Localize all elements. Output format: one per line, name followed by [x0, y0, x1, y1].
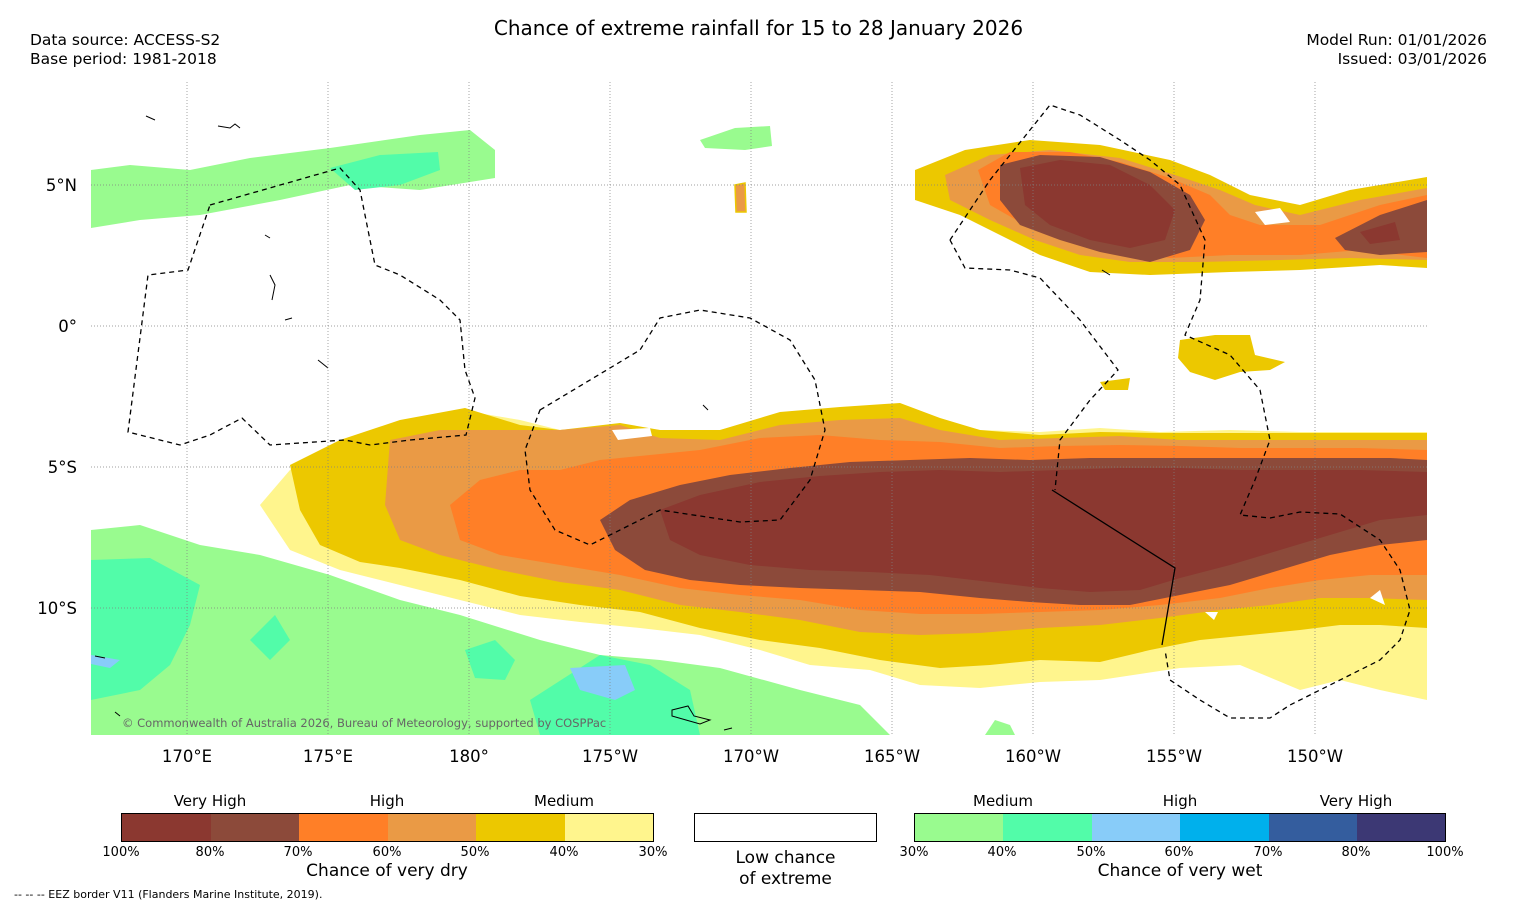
dry-tick: 100% — [102, 845, 140, 860]
wet-category-medium: Medium — [973, 792, 1033, 810]
dry-category-medium: Medium — [534, 792, 594, 810]
wet-category-high: High — [1162, 792, 1198, 810]
dry-swatch — [388, 814, 476, 841]
wet-tick: 80% — [1341, 845, 1371, 860]
wet-swatch — [1003, 814, 1092, 841]
lon-label: 165°W — [864, 747, 920, 766]
dry-swatch — [211, 814, 299, 841]
run-info: Model Run: 01/01/2026 Issued: 03/01/2026 — [1306, 31, 1487, 69]
lon-label: 160°W — [1005, 747, 1061, 766]
dry-legend-caption: Chance of very dry — [306, 861, 468, 881]
wet-category-very-high: Very High — [1319, 792, 1393, 810]
wet-swatch — [1180, 814, 1269, 841]
wet-tick: 100% — [1426, 845, 1464, 860]
lat-label-0: 0° — [58, 317, 77, 336]
dry-colorbar — [121, 813, 654, 842]
low-chance-swatch — [694, 813, 877, 842]
issued-date: Issued: 03/01/2026 — [1337, 50, 1487, 68]
dry-tick: 50% — [460, 845, 490, 860]
model-run: Model Run: 01/01/2026 — [1306, 31, 1487, 49]
dry-region-north — [734, 140, 1427, 390]
low-chance-line2: of extreme — [739, 869, 832, 889]
eez-borders — [127, 104, 1411, 719]
map-title: Chance of extreme rainfall for 15 to 28 … — [493, 16, 1024, 40]
data-source: Data source: ACCESS-S2 — [30, 31, 221, 49]
eez-border-note: -- -- -- EEZ border V11 (Flanders Marine… — [14, 888, 323, 901]
dry-swatch — [476, 814, 565, 841]
wet-swatch — [915, 814, 1003, 841]
lon-label: 180° — [449, 747, 489, 766]
dry-tick: 80% — [195, 845, 225, 860]
lat-label-5s: 5°S — [48, 458, 77, 477]
data-info: Data source: ACCESS-S2 Base period: 1981… — [30, 31, 220, 69]
dry-tick: 40% — [549, 845, 579, 860]
dry-swatch — [122, 814, 211, 841]
wet-region-south — [91, 525, 1015, 735]
dry-tick: 30% — [638, 845, 668, 860]
eez-solid-border — [1051, 489, 1176, 646]
dry-category-very-high: Very High — [173, 792, 247, 810]
lon-label: 175°W — [582, 747, 638, 766]
dry-tick: 60% — [372, 845, 402, 860]
lon-label: 170°E — [162, 747, 212, 766]
island-outlines — [94, 115, 1111, 731]
lon-label: 155°W — [1146, 747, 1202, 766]
latitude-labels: 5°N 0° 5°S 10°S — [37, 176, 77, 618]
wet-region-north — [91, 126, 772, 228]
dry-tick: 70% — [283, 845, 313, 860]
low-chance-line1: Low chance — [735, 848, 836, 868]
lon-label: 175°E — [303, 747, 353, 766]
dry-swatch — [565, 814, 653, 841]
longitude-labels: 170°E 175°E 180° 175°W 170°W 165°W 160°W… — [162, 747, 1343, 766]
lat-label-10s: 10°S — [37, 599, 77, 618]
graticule — [91, 82, 1427, 735]
wet-legend-caption: Chance of very wet — [1097, 861, 1263, 881]
lon-label: 150°W — [1287, 747, 1343, 766]
base-period: Base period: 1981-2018 — [30, 50, 217, 68]
dry-category-high: High — [369, 792, 405, 810]
wet-swatch — [1357, 814, 1445, 841]
map-area — [91, 82, 1427, 735]
dry-region-south — [260, 403, 1427, 700]
wet-tick: 60% — [1164, 845, 1194, 860]
wet-colorbar — [914, 813, 1446, 842]
lon-label: 170°W — [723, 747, 779, 766]
wet-tick: 40% — [987, 845, 1017, 860]
wet-swatch — [1269, 814, 1357, 841]
dry-swatch — [299, 814, 388, 841]
wet-tick: 50% — [1076, 845, 1106, 860]
wet-tick: 70% — [1253, 845, 1283, 860]
copyright-notice: © Commonwealth of Australia 2026, Bureau… — [122, 716, 606, 730]
wet-swatch — [1092, 814, 1180, 841]
wet-tick: 30% — [899, 845, 929, 860]
lat-label-5n: 5°N — [46, 176, 77, 195]
